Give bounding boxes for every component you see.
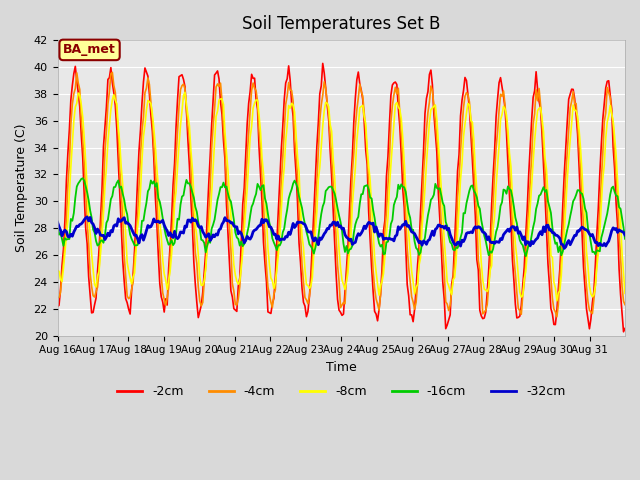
-16cm bbox=[460, 210, 467, 216]
-32cm bbox=[561, 245, 568, 251]
-16cm bbox=[620, 225, 627, 230]
Line: -16cm: -16cm bbox=[58, 178, 625, 256]
-32cm bbox=[620, 229, 627, 235]
-16cm bbox=[522, 253, 529, 259]
-8cm bbox=[544, 193, 552, 199]
-4cm bbox=[460, 105, 467, 110]
-2cm bbox=[91, 302, 99, 308]
-32cm bbox=[621, 232, 629, 238]
-2cm bbox=[544, 261, 552, 266]
-32cm bbox=[92, 230, 100, 236]
-16cm bbox=[621, 236, 629, 241]
Y-axis label: Soil Temperature (C): Soil Temperature (C) bbox=[15, 124, 28, 252]
-2cm bbox=[73, 78, 81, 84]
-32cm bbox=[347, 236, 355, 242]
-8cm bbox=[54, 267, 61, 273]
-2cm bbox=[621, 325, 629, 331]
-4cm bbox=[91, 294, 99, 300]
-2cm bbox=[347, 177, 355, 183]
-16cm bbox=[92, 238, 100, 244]
-16cm bbox=[347, 246, 355, 252]
-4cm bbox=[620, 298, 627, 304]
Line: -8cm: -8cm bbox=[58, 93, 625, 301]
-4cm bbox=[553, 314, 561, 320]
-32cm bbox=[54, 219, 61, 225]
-32cm bbox=[83, 214, 91, 220]
-2cm bbox=[319, 60, 326, 66]
-2cm bbox=[54, 303, 61, 309]
-4cm bbox=[621, 302, 629, 308]
X-axis label: Time: Time bbox=[326, 361, 356, 374]
-2cm bbox=[618, 310, 626, 315]
-2cm bbox=[620, 329, 627, 335]
-16cm bbox=[73, 184, 81, 190]
-32cm bbox=[460, 239, 467, 244]
-8cm bbox=[620, 271, 627, 276]
-4cm bbox=[73, 70, 81, 76]
-8cm bbox=[553, 298, 561, 304]
-4cm bbox=[109, 70, 116, 75]
-4cm bbox=[544, 221, 552, 227]
-8cm bbox=[181, 90, 189, 96]
-8cm bbox=[347, 234, 355, 240]
-16cm bbox=[79, 175, 86, 181]
Line: -4cm: -4cm bbox=[58, 72, 625, 317]
-8cm bbox=[460, 134, 467, 140]
-4cm bbox=[54, 295, 61, 300]
-8cm bbox=[73, 100, 81, 106]
Title: Soil Temperatures Set B: Soil Temperatures Set B bbox=[242, 15, 440, 33]
-4cm bbox=[347, 204, 355, 210]
Text: BA_met: BA_met bbox=[63, 43, 116, 57]
-32cm bbox=[73, 223, 81, 229]
Line: -32cm: -32cm bbox=[58, 217, 625, 248]
Line: -2cm: -2cm bbox=[58, 63, 625, 332]
-16cm bbox=[545, 204, 553, 210]
-2cm bbox=[460, 88, 467, 94]
Legend: -2cm, -4cm, -8cm, -16cm, -32cm: -2cm, -4cm, -8cm, -16cm, -32cm bbox=[112, 380, 570, 403]
-32cm bbox=[544, 222, 552, 228]
-8cm bbox=[621, 290, 629, 296]
-8cm bbox=[91, 282, 99, 288]
-16cm bbox=[54, 223, 61, 228]
